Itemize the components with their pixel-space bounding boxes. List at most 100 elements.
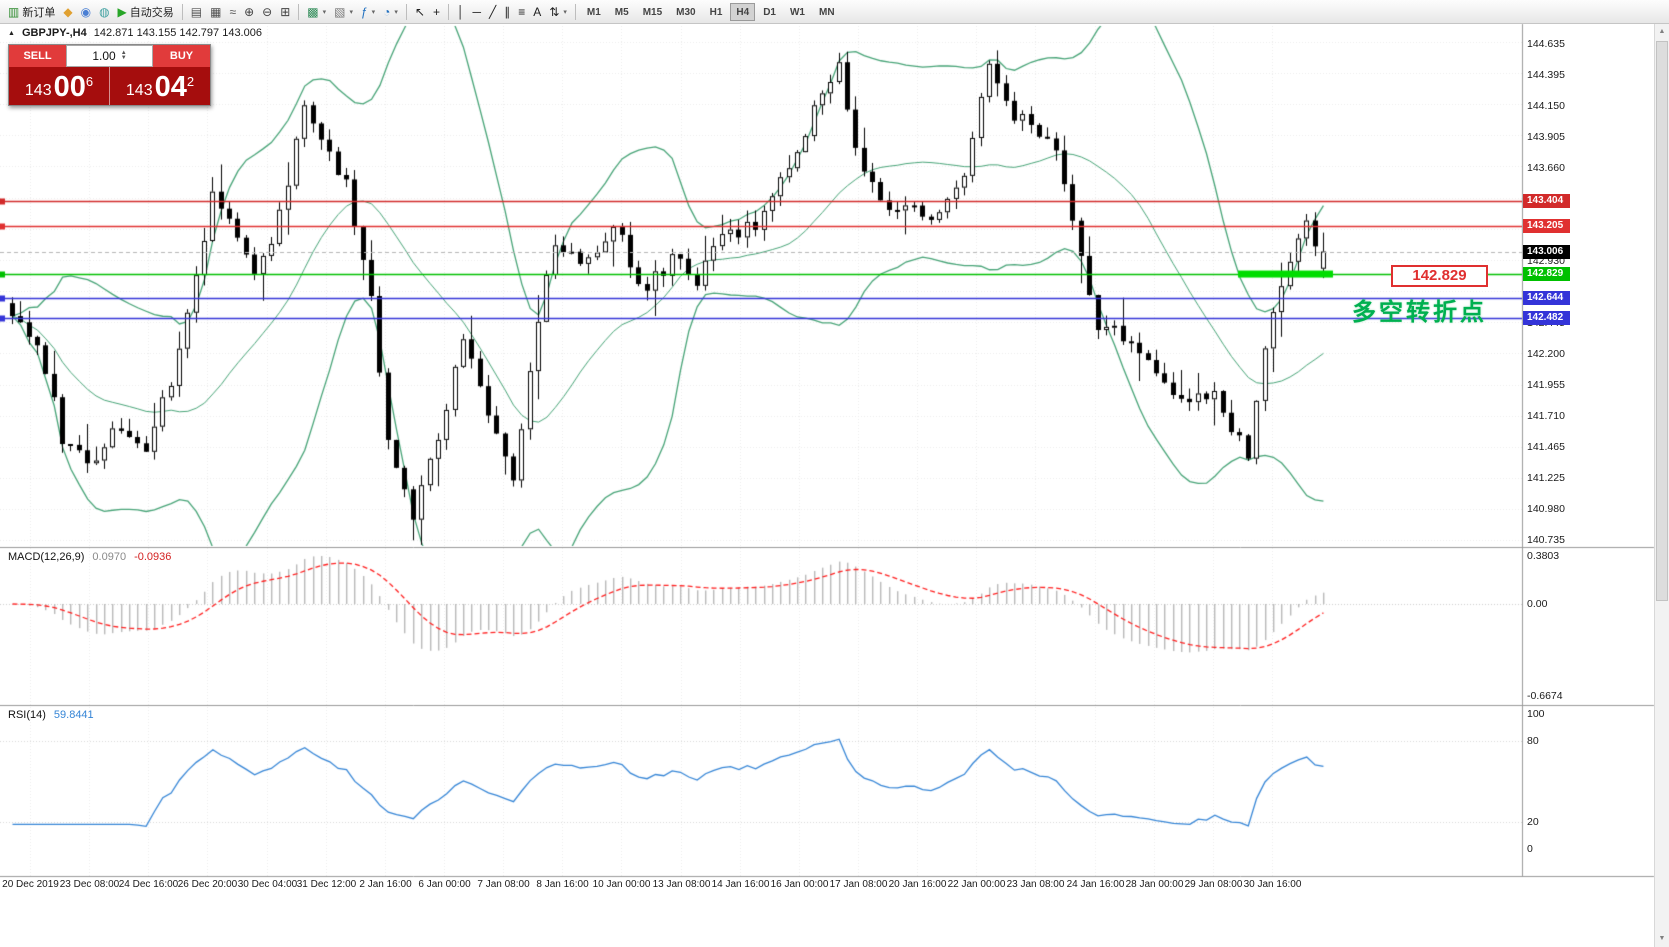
sell-tab[interactable]: SELL	[9, 45, 66, 67]
macd-axis-tick: -0.6674	[1527, 690, 1563, 702]
sell-price-superscript: 6	[85, 74, 94, 89]
time-axis-label: 8 Jan 16:00	[536, 879, 589, 890]
timeframe-button-h1[interactable]: H1	[709, 6, 723, 18]
fibonacci-button[interactable]: ≡	[514, 2, 529, 22]
time-axis-label: 14 Jan 16:00	[711, 879, 770, 890]
current-price-label: 143.006	[1523, 244, 1570, 259]
line-chart-button[interactable]: ≈	[225, 2, 240, 22]
arrow-icon: ⇅	[549, 4, 560, 19]
scrollbar-thumb[interactable]	[1656, 41, 1668, 601]
dropdown-caret-icon: ▾	[371, 8, 376, 16]
timeframe-button-m15[interactable]: M15	[642, 6, 663, 18]
buy-price-big: 04	[154, 71, 187, 103]
new-order-button[interactable]: ▥ 新订单	[4, 2, 59, 22]
community-button[interactable]: ◉	[77, 2, 95, 22]
timeframe-button-w1[interactable]: W1	[789, 6, 805, 18]
time-axis-label: 30 Jan 16:00	[1243, 879, 1302, 890]
time-axis-label: 20 Dec 2019	[2, 879, 59, 890]
line-chart-icon: ≈	[229, 4, 237, 19]
arrows-button[interactable]: ⇅ ▾	[545, 2, 571, 22]
macd-main-value: 0.0970	[92, 551, 127, 563]
timeframe-button-m1[interactable]: M1	[586, 6, 601, 18]
time-axis-label: 2 Jan 16:00	[359, 879, 412, 890]
indicators-button[interactable]: ƒ ▾	[357, 2, 379, 22]
tile-windows-icon: ⊞	[280, 4, 291, 19]
dropdown-caret-icon: ▾	[394, 8, 398, 16]
volume-value[interactable]: 1.00	[92, 49, 116, 63]
buy-tab[interactable]: BUY	[153, 45, 210, 67]
text-label-button[interactable]: A	[529, 2, 545, 22]
web-terminal-button[interactable]: ◍	[95, 2, 113, 22]
y-axis-tick: 142.200	[1527, 348, 1565, 361]
zoom-out-icon: ⊖	[262, 4, 273, 19]
macd-axis-tick: 0.3803	[1527, 550, 1560, 562]
cursor-button[interactable]: ↖	[411, 2, 429, 22]
volume-up-icon[interactable]: ▲	[120, 50, 127, 56]
timeframe-button-m5[interactable]: M5	[614, 6, 629, 18]
toolbar-separator	[298, 3, 300, 20]
time-axis-label: 31 Dec 12:00	[296, 879, 357, 890]
text-icon: A	[533, 4, 542, 19]
bar-chart-button[interactable]: ▤	[187, 2, 206, 22]
mql5-button[interactable]: ◆	[59, 2, 76, 22]
equidistant-channel-button[interactable]: ∥	[500, 2, 514, 22]
sell-button[interactable]: 143 00 6	[9, 67, 109, 105]
y-axis-tick: 144.150	[1527, 100, 1565, 113]
toolbar-separator	[574, 3, 576, 20]
time-axis-label: 23 Dec 08:00	[59, 879, 120, 890]
price-level-label[interactable]: 142.644	[1523, 290, 1570, 305]
dropdown-caret-icon: ▾	[322, 8, 327, 16]
time-axis-label: 23 Jan 08:00	[1006, 879, 1065, 890]
timeframe-button-m30[interactable]: M30	[676, 6, 696, 18]
zoom-in-button[interactable]: ⊕	[240, 2, 258, 22]
vertical-scrollbar[interactable]: ▲ ▼	[1654, 24, 1669, 947]
vertical-line-icon: │	[457, 4, 465, 19]
price-callout[interactable]: 142.829	[1391, 265, 1488, 287]
macd-indicator-header: MACD(12,26,9) 0.0970 -0.0936	[8, 551, 171, 563]
autotrading-button-label: 自动交易	[129, 6, 174, 19]
zoom-out-button[interactable]: ⊖	[258, 2, 276, 22]
new-chart-button[interactable]: ▩ ▾	[303, 2, 330, 22]
new-order-button-label: 新订单	[22, 6, 56, 19]
candlestick-chart-button[interactable]: ▦	[206, 2, 225, 22]
volume-spinner[interactable]: 1.00 ▲ ▼	[66, 45, 153, 67]
autotrading-button[interactable]: ▶ 自动交易	[114, 2, 178, 22]
volume-down-icon[interactable]: ▼	[120, 55, 127, 61]
periods-button[interactable]: ◔ ▾	[379, 2, 402, 22]
price-level-label[interactable]: 143.404	[1523, 193, 1570, 208]
profiles-button[interactable]: ▧ ▾	[330, 2, 357, 22]
macd-label: MACD(12,26,9)	[8, 551, 85, 563]
time-axis-label: 6 Jan 00:00	[418, 879, 471, 890]
buy-button[interactable]: 143 04 2	[109, 67, 210, 105]
annotation-text[interactable]: 多空转折点	[1352, 299, 1487, 326]
macd-axis-tick: 0.00	[1527, 598, 1548, 610]
price-level-label[interactable]: 142.829	[1523, 267, 1570, 282]
price-level-label[interactable]: 143.205	[1523, 219, 1570, 234]
mql5-icon: ◆	[63, 4, 73, 19]
new-order-icon: ▥	[8, 4, 20, 19]
tile-windows-button[interactable]: ⊞	[276, 2, 294, 22]
scroll-up-button[interactable]: ▲	[1658, 28, 1666, 35]
crosshair-button[interactable]: +	[429, 2, 444, 22]
rsi-value: 59.8441	[53, 709, 94, 721]
trendline-button[interactable]: ╱	[485, 2, 500, 22]
price-level-label[interactable]: 142.482	[1523, 311, 1570, 326]
volume-stepper-arrows[interactable]: ▲ ▼	[120, 50, 127, 61]
timeframe-button-h4[interactable]: H4	[730, 2, 756, 21]
dropdown-caret-icon: ▾	[349, 8, 353, 16]
toolbar-separator	[448, 3, 450, 20]
timeframe-button-mn[interactable]: MN	[818, 6, 835, 18]
vertical-line-button[interactable]: │	[453, 2, 469, 22]
crosshair-icon: +	[433, 4, 441, 19]
one-click-trading-panel: SELL 1.00 ▲ ▼ BUY 143 00 6 143	[8, 44, 211, 106]
timeframe-button-d1[interactable]: D1	[763, 6, 776, 18]
horizontal-line-button[interactable]: ─	[469, 2, 486, 22]
ohlc-values: 142.871 143.155 142.797 143.006	[93, 27, 262, 39]
time-axis-label: 22 Jan 00:00	[947, 879, 1006, 890]
scroll-down-button[interactable]: ▼	[1658, 935, 1666, 942]
time-axis-label: 10 Jan 00:00	[592, 879, 651, 890]
y-axis-tick: 141.955	[1527, 379, 1565, 392]
